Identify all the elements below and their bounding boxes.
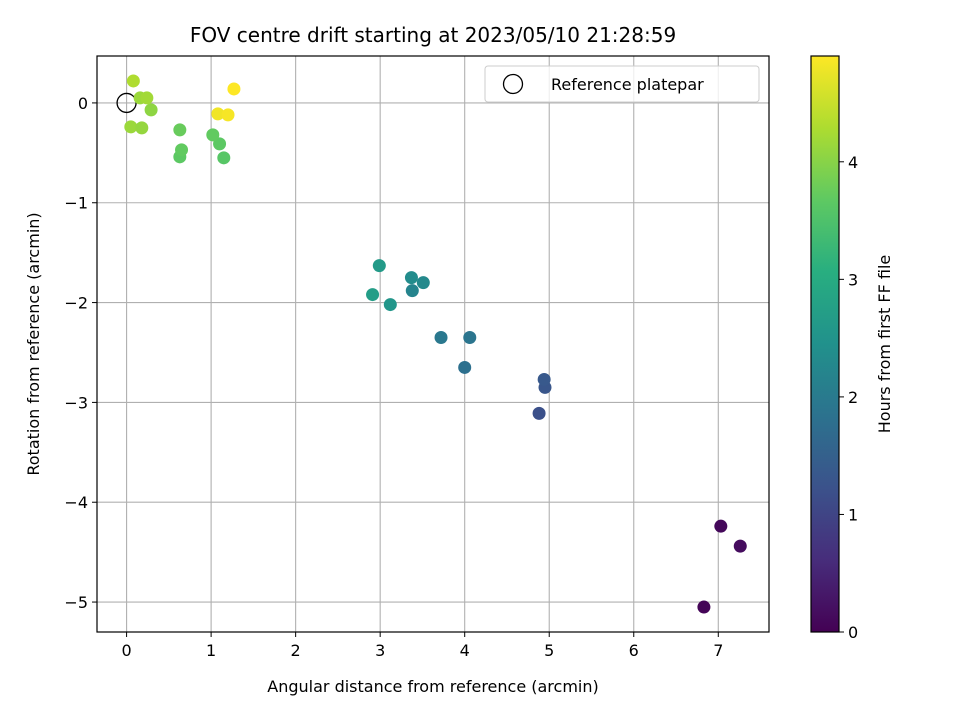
y-tick-label: −4: [64, 493, 88, 512]
legend-entry-reference-platepar: Reference platepar: [551, 75, 704, 94]
x-tick-label: 5: [544, 641, 554, 660]
x-axis-ticks: 0 1 2 3 4 5 6 7: [121, 632, 723, 660]
colorbar-tick-label: 3: [848, 270, 858, 289]
data-point: [697, 600, 711, 614]
colorbar-tick-label: 1: [848, 505, 858, 524]
data-point: [135, 121, 149, 135]
data-point: [140, 91, 154, 105]
data-point: [366, 288, 380, 302]
y-tick-label: −3: [64, 393, 88, 412]
data-point: [434, 331, 448, 345]
data-point: [714, 519, 728, 533]
data-point: [126, 74, 140, 88]
data-point: [405, 284, 419, 298]
x-tick-label: 6: [629, 641, 639, 660]
data-point: [733, 539, 747, 553]
data-point: [532, 406, 546, 420]
y-axis-label: Rotation from reference (arcmin): [24, 212, 43, 475]
y-tick-label: −5: [64, 593, 88, 612]
data-point: [463, 331, 477, 345]
y-axis-ticks: 0 −1 −2 −3 −4 −5: [64, 94, 97, 612]
colorbar-tick-label: 4: [848, 153, 858, 172]
x-tick-label: 3: [375, 641, 385, 660]
data-point: [206, 128, 220, 142]
legend-reference-marker: [502, 73, 524, 95]
data-point: [217, 151, 231, 165]
colorbar-tick-label: 2: [848, 388, 858, 407]
data-point: [458, 360, 472, 374]
data-point: [211, 107, 225, 121]
legend-box: [484, 65, 760, 103]
data-point: [383, 298, 397, 312]
colorbar-tick-label: 0: [848, 623, 858, 642]
data-point: [227, 82, 241, 96]
data-point: [221, 108, 235, 122]
data-point: [404, 271, 418, 285]
y-tick-label: 0: [78, 94, 88, 113]
plot-frame: [96, 55, 770, 633]
colorbar-gradient: [810, 55, 840, 633]
x-tick-label: 1: [206, 641, 216, 660]
colorbar: 0 1 2 3 4 Hours from first FF file: [810, 55, 894, 642]
x-tick-label: 7: [713, 641, 723, 660]
x-tick-label: 4: [460, 641, 470, 660]
data-point: [173, 123, 187, 137]
data-point: [372, 259, 386, 273]
data-point: [416, 276, 430, 290]
legend: Reference platepar: [484, 65, 760, 103]
chart-title: FOV centre drift starting at 2023/05/10 …: [190, 23, 676, 47]
x-tick-label: 0: [121, 641, 131, 660]
x-axis-label: Angular distance from reference (arcmin): [267, 677, 598, 696]
colorbar-ticks: 0 1 2 3 4: [839, 153, 858, 642]
data-point: [124, 120, 138, 134]
grid-lines: [97, 56, 769, 632]
data-point: [537, 372, 551, 386]
data-point: [144, 103, 158, 117]
x-tick-label: 2: [291, 641, 301, 660]
colorbar-label: Hours from first FF file: [875, 255, 894, 434]
y-tick-label: −2: [64, 294, 88, 313]
data-point: [175, 143, 189, 157]
data-points: [124, 74, 747, 614]
y-tick-label: −1: [64, 194, 88, 213]
data-point: [213, 137, 227, 151]
